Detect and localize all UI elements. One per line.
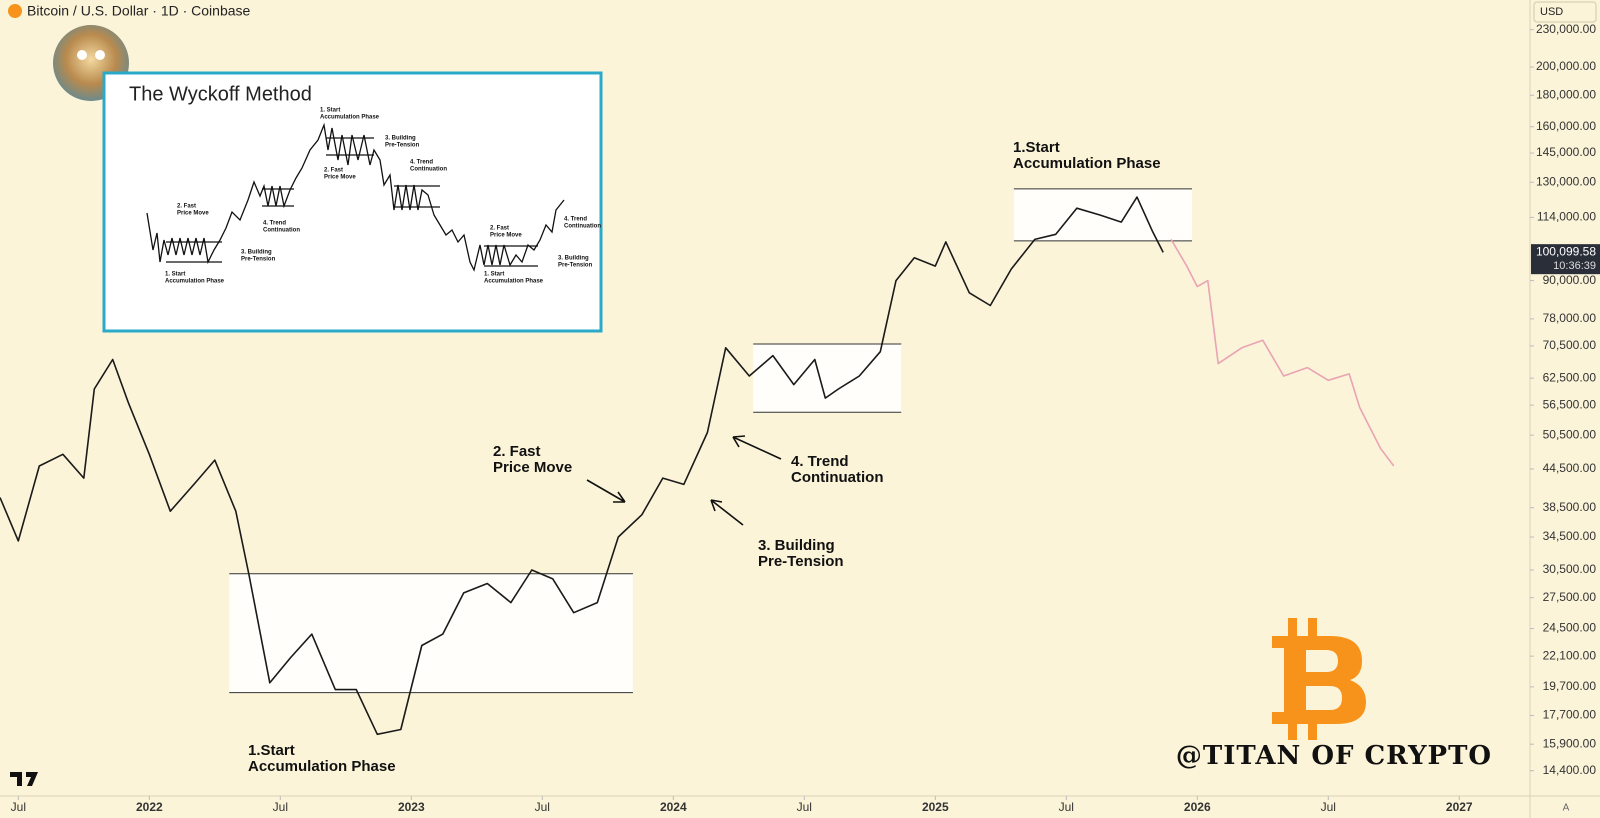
inset-label: Accumulation Phase [165,279,225,285]
annotation: Continuation [791,469,883,486]
y-tick-label: 70,500.00 [1543,338,1597,352]
inset-label: Pre-Tension [385,143,420,149]
y-tick-label: 44,500.00 [1543,461,1597,475]
y-tick-label: 114,000.00 [1537,210,1596,224]
inset-label: 3. Building [241,250,272,256]
inset-label: Accumulation Phase [320,115,380,121]
y-tick-label: 145,000.00 [1536,145,1596,159]
y-tick-label: 230,000.00 [1536,22,1596,36]
auto-scale-button[interactable]: A [1563,803,1570,814]
inset-label: 2. Fast [177,204,196,210]
inset-label: Accumulation Phase [484,279,544,285]
annotation: Accumulation Phase [1013,155,1161,172]
x-tick-label: 2027 [1446,800,1473,814]
x-tick-label: 2026 [1184,800,1211,814]
inset-label: 1. Start [320,108,340,114]
inset-label: 4. Trend [564,217,587,223]
zone [229,573,633,693]
avatar-eye [95,50,105,60]
bitcoin-logo [1272,618,1366,740]
price-line [0,196,1164,736]
countdown-label: 10:36:39 [1553,260,1596,272]
x-tick-label: 2023 [398,800,425,814]
y-tick-label: 160,000.00 [1536,119,1596,133]
annotation: Pre-Tension [758,553,844,570]
y-tick-label: 22,100.00 [1543,648,1597,662]
inset-title: The Wyckoff Method [129,83,312,105]
x-tick-label: Jul [1059,800,1074,814]
annotation: 2. Fast [493,443,541,460]
y-tick-label: 90,000.00 [1543,273,1597,287]
annotation: 1.Start [1013,139,1060,156]
y-tick-label: 30,500.00 [1543,562,1597,576]
inset-label: Price Move [490,233,522,239]
y-tick-label: 78,000.00 [1543,311,1597,325]
inset-diagram [146,122,565,272]
zone [1013,188,1193,241]
inset-label: 3. Building [558,256,589,262]
inset-label: 4. Trend [263,221,286,227]
x-tick-label: 2022 [136,800,163,814]
last-price-label: 100,099.58 [1536,244,1596,258]
inset-label: Price Move [324,175,356,181]
y-tick-label: 15,900.00 [1543,736,1597,750]
inset-label: Price Move [177,211,209,217]
inset-label: Continuation [263,228,300,234]
inset-label: Pre-Tension [241,257,276,263]
inset-label: Continuation [410,167,447,173]
annotation: Price Move [493,459,572,476]
inset-label: 1. Start [165,272,185,278]
y-tick-label: 62,500.00 [1543,370,1597,384]
inset-label: 2. Fast [490,226,509,232]
annotation: 3. Building [758,537,835,554]
y-tick-label: 17,700.00 [1543,708,1597,722]
last-price-box [1531,244,1600,275]
tv-logo [10,772,38,786]
currency-label[interactable]: USD [1540,6,1563,18]
y-tick-label: 27,500.00 [1543,590,1597,604]
annotation-arrows [586,435,782,526]
inset-label: 3. Building [385,136,416,142]
inset-label: Pre-Tension [558,263,593,269]
currency-button[interactable] [1533,1,1597,23]
inset-label: 2. Fast [324,168,343,174]
y-tick-label: 24,500.00 [1543,621,1597,635]
x-tick-label: 2025 [922,800,949,814]
inset-ranges [166,137,538,267]
symbol-icon [8,4,22,18]
y-tick-label: 19,700.00 [1543,679,1597,693]
y-tick-label: 180,000.00 [1536,87,1596,101]
y-tick-label: 34,500.00 [1543,529,1597,543]
annotation: Accumulation Phase [248,758,396,775]
symbol-title: Bitcoin / U.S. Dollar · 1D · Coinbase [27,3,251,19]
x-tick-label: Jul [797,800,812,814]
x-tick-label: Jul [11,800,26,814]
x-tick-label: Jul [273,800,288,814]
y-tick-label: 200,000.00 [1536,59,1596,73]
annotation: 4. Trend [791,453,849,470]
y-tick-label: 14,400.00 [1543,763,1597,777]
annotation: 1.Start [248,742,295,759]
y-tick-label: 50,500.00 [1543,427,1597,441]
inset-frame [102,71,603,333]
y-tick-label: 56,500.00 [1543,397,1597,411]
inset-label: 1. Start [484,272,504,278]
x-tick-label: 2024 [660,800,687,814]
x-tick-label: Jul [535,800,550,814]
inset-label: Continuation [564,224,601,230]
y-tick-label: 38,500.00 [1543,500,1597,514]
x-tick-label: Jul [1321,800,1336,814]
watermark: @TITAN OF CRYPTO [1176,741,1492,771]
avatar-eye [77,50,87,60]
price-line [1170,238,1395,467]
y-tick-label: 130,000.00 [1536,174,1596,188]
inset-label: 4. Trend [410,160,433,166]
